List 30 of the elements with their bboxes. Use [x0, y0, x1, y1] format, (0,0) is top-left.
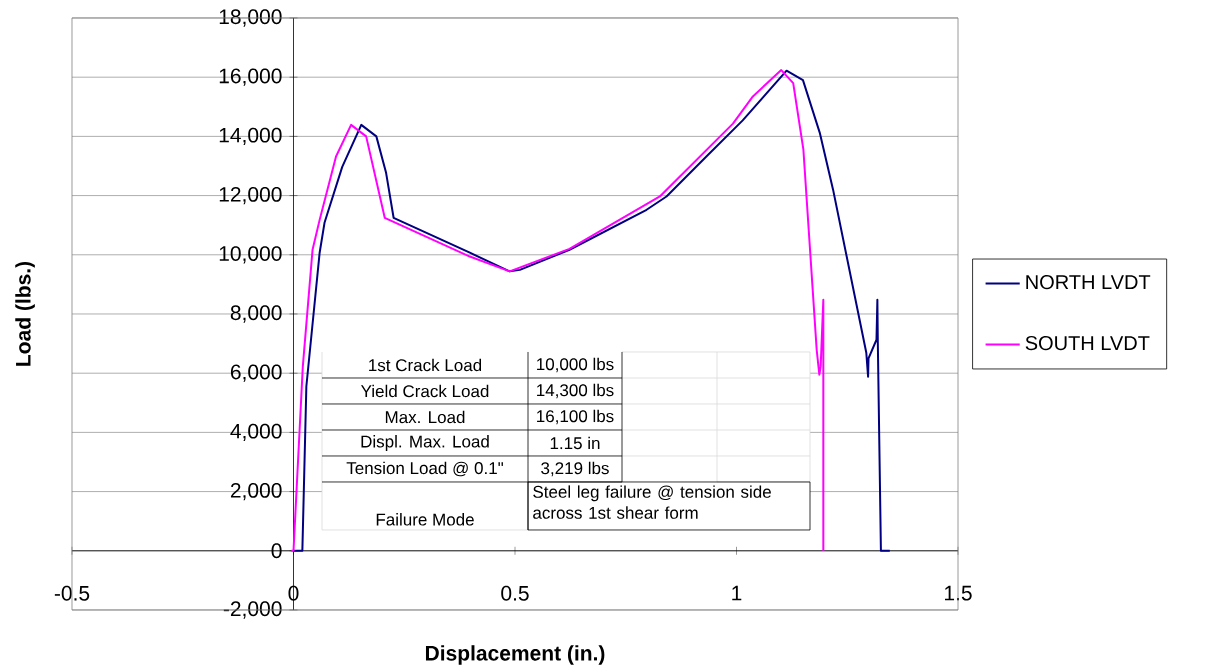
annotation: Tension Load @ 0.1" [346, 461, 503, 477]
annotation: Failure Mode [376, 513, 474, 526]
legend-label: SOUTH LVDT [1025, 335, 1150, 351]
x-tick-label: 0.5 [501, 585, 529, 601]
x-tick-label: -0.5 [54, 585, 90, 601]
y-tick-label: 12,000 [219, 186, 282, 205]
y-tick-label: 2,000 [230, 482, 282, 501]
y-tick-label: 8,000 [230, 305, 282, 323]
annotation: Steel leg failure @ tension side across 1st shear form [533, 485, 771, 519]
annotation: 1st Crack Load [369, 358, 482, 372]
y-tick-label: 14,000 [219, 127, 282, 146]
annotation: Displ. Max. Load [361, 435, 489, 451]
y-tick-label: 4,000 [230, 423, 282, 442]
annotation: 10,000 lbs [537, 357, 614, 373]
annotation: Max. Load [385, 410, 465, 424]
annotation: 3,219 lbs [541, 461, 609, 477]
y-axis-title: Load (lbs.) [15, 261, 35, 366]
y-tick-label: 18,000 [219, 9, 282, 27]
y-tick-label: 6,000 [230, 364, 282, 382]
x-tick-label: 1 [732, 585, 742, 601]
annotation: 14,300 lbs [537, 383, 614, 399]
y-tick-label: 16,000 [219, 68, 282, 86]
annotation: 1.15 in [550, 436, 600, 450]
legend-label: NORTH LVDT [1026, 275, 1151, 290]
x-tick-label: 1.5 [945, 585, 972, 601]
x-axis-title: Displacement (in.) [425, 645, 605, 665]
annotation: Yield Crack Load [360, 384, 489, 398]
annotation: 16,100 lbs [537, 409, 614, 425]
y-tick-label: 10,000 [219, 246, 282, 264]
y-tick-label: -2,000 [223, 601, 282, 619]
